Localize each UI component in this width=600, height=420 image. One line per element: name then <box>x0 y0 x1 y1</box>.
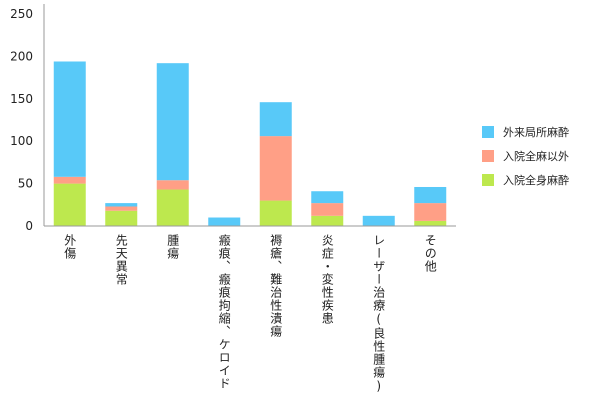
x-tick-label: レーザー治療(良性腫瘍) <box>371 234 386 394</box>
bar-segment <box>259 136 292 201</box>
bar-segment <box>259 102 292 137</box>
legend-item-outpatient: 外来局所麻酔 <box>482 124 569 140</box>
legend-label-inpatient-general: 入院全身麻酔 <box>503 174 569 187</box>
legend-swatch-outpatient <box>482 126 494 138</box>
bar-segment <box>105 210 138 226</box>
bar-segment <box>156 180 189 190</box>
bar-segment <box>414 186 447 204</box>
y-tick-label: 200 <box>10 49 33 63</box>
bar-segment <box>105 203 138 207</box>
bar-segment <box>311 215 344 226</box>
y-tick-label: 50 <box>18 177 33 191</box>
y-tick-label: 0 <box>25 219 33 233</box>
bar-segment <box>53 61 86 177</box>
bar-segment <box>53 183 86 226</box>
legend-label-outpatient: 外来局所麻酔 <box>503 126 569 139</box>
x-tick-label: 褥瘡、難治性潰瘍 <box>268 234 283 338</box>
bar-segment <box>156 189 189 226</box>
bar-segment <box>414 203 447 221</box>
bar-segment <box>53 176 86 184</box>
bar-segment <box>156 63 189 181</box>
x-tick-label: 外傷 <box>62 234 77 260</box>
legend-item-inpatient-other: 入院全麻以外 <box>482 148 569 164</box>
legend-item-inpatient-general: 入院全身麻酔 <box>482 172 569 188</box>
y-tick-label: 150 <box>10 92 33 106</box>
bar-segment <box>362 215 395 226</box>
legend: 外来局所麻酔 入院全麻以外 入院全身麻酔 <box>482 124 569 196</box>
legend-swatch-inpatient-other <box>482 150 494 162</box>
y-tick-label: 100 <box>10 134 33 148</box>
x-tick-label: 腫瘍 <box>165 234 180 260</box>
bar-segment <box>105 206 138 211</box>
x-tick-label: その他 <box>423 234 438 273</box>
bar-segment <box>259 200 292 226</box>
legend-swatch-inpatient-general <box>482 174 494 186</box>
x-tick-label: 瘢痕、瘢痕拘縮、ケロイド <box>217 234 232 390</box>
y-tick-label: 250 <box>10 7 33 21</box>
bar-segment <box>311 191 344 204</box>
x-tick-label: 炎症・変性疾患 <box>320 234 335 325</box>
bar-segment <box>414 220 447 226</box>
bar-segment <box>311 203 344 216</box>
legend-label-inpatient-other: 入院全麻以外 <box>503 150 569 163</box>
x-tick-label: 先天異常 <box>114 234 129 286</box>
bar-segment <box>208 217 241 226</box>
